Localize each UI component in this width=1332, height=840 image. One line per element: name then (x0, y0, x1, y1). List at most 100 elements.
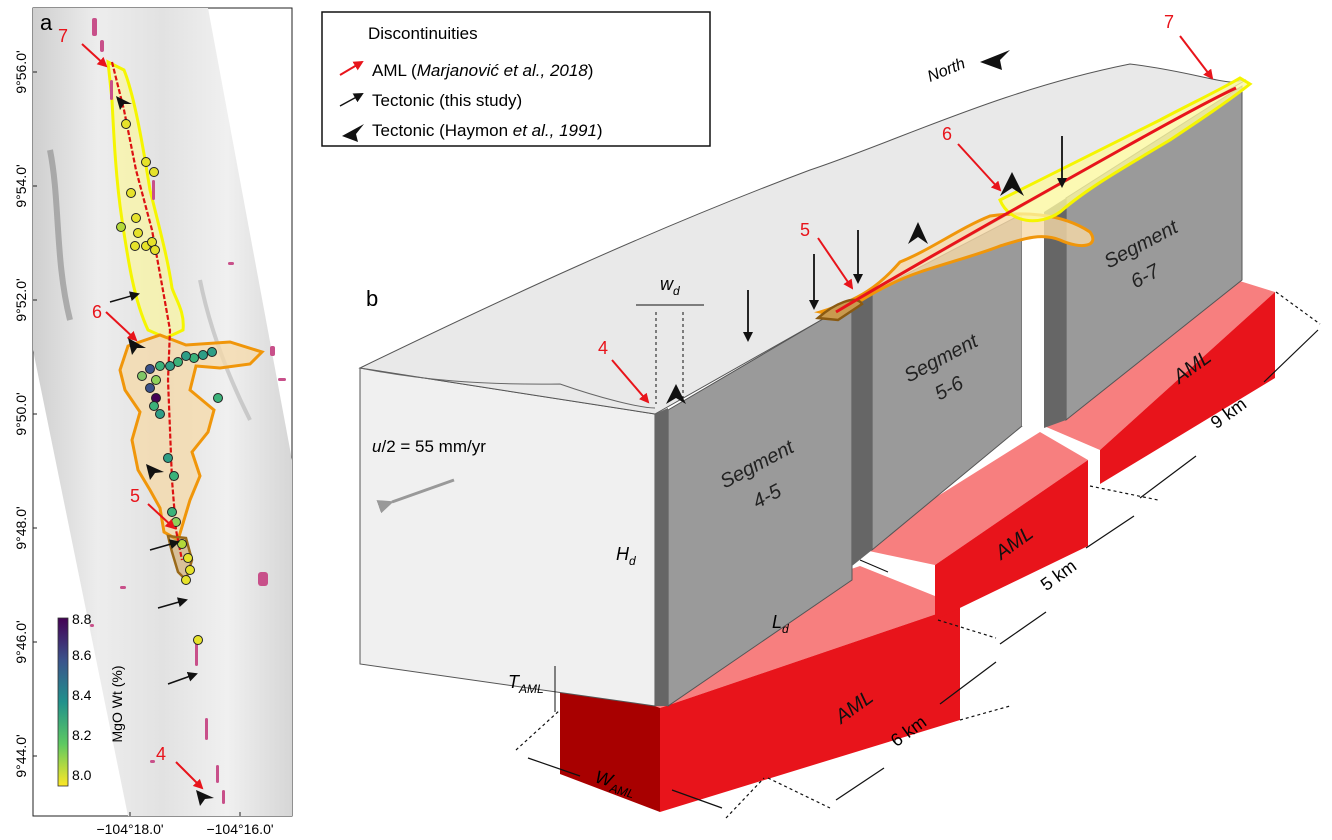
haymon-arrows-a (116, 96, 214, 806)
sample-point (149, 167, 159, 177)
dimension-lines (515, 291, 1321, 819)
black-arrow (109, 291, 140, 303)
colorbar-tick: 8.6 (72, 647, 92, 663)
discontinuity-arrows-b (611, 35, 1214, 404)
red-arrow (81, 43, 108, 68)
black-barb-icon (1000, 172, 1024, 196)
lat-tick: 9°46.0' (13, 620, 29, 663)
ld-leader (859, 559, 889, 573)
sample-point (145, 383, 155, 393)
black-barb-icon (196, 790, 214, 806)
colorbar-ticks: 8.8 8.6 8.4 8.2 8.0 (72, 611, 92, 783)
black-barb-icon (666, 384, 686, 404)
red-arrow (147, 503, 176, 530)
discontinuity-label: 4 (598, 338, 608, 358)
wall-edge (1044, 198, 1066, 428)
lon-tick: −104°18.0' (96, 821, 163, 837)
sample-point (155, 409, 165, 419)
sample-point (116, 222, 126, 232)
north-label: North (925, 55, 968, 85)
lat-tick: 9°44.0' (13, 734, 29, 777)
legend-barb-icon (342, 124, 364, 142)
black-barb-icon (116, 96, 132, 110)
sample-point (130, 241, 140, 251)
sample-point (121, 119, 131, 129)
north-arrow-icon (980, 50, 1010, 70)
wd-symbol: wd (660, 274, 680, 298)
sample-point (131, 213, 141, 223)
sample-point (151, 375, 161, 385)
lat-tick: 9°56.0' (13, 50, 29, 93)
lat-tick: 9°50.0' (13, 392, 29, 435)
sample-point (165, 361, 175, 371)
sample-point (185, 565, 195, 575)
panel-b: b North (358, 12, 1321, 819)
red-arrow (175, 761, 204, 790)
aml-trace (110, 61, 184, 561)
hd-symbol: Hd (616, 544, 636, 568)
sample-point (126, 188, 136, 198)
ld-symbol: Ld (772, 612, 789, 636)
wall-gap (1022, 212, 1044, 428)
discontinuity-label: 7 (58, 26, 68, 46)
colorbar-label: MgO Wt (%) (109, 666, 125, 743)
sample-point (177, 539, 187, 549)
wd-dimension (636, 304, 704, 404)
sample-point (145, 364, 155, 374)
sample-point (183, 553, 193, 563)
red-arrow (611, 359, 650, 404)
sample-point (173, 357, 183, 367)
sample-point (207, 347, 217, 357)
colorbar-tick: 8.2 (72, 727, 92, 743)
panel-a-label: a (40, 10, 53, 35)
legend-black-arrow-icon (339, 93, 364, 107)
sample-point (213, 393, 223, 403)
red-arrow (957, 143, 1002, 192)
red-arrow (817, 237, 854, 290)
aml-slab-top (1030, 278, 1275, 450)
legend-box (321, 11, 711, 147)
black-arrow (149, 539, 180, 551)
sample-point (169, 471, 179, 481)
black-barb-icon (908, 222, 928, 244)
aml-slab-side (935, 460, 1088, 620)
sample-point (198, 350, 208, 360)
discontinuity-label: 4 (156, 744, 166, 764)
tectonic-arrows-a (109, 291, 198, 685)
tectonic-arrows-b (743, 136, 1067, 342)
wall-edge (655, 408, 668, 706)
sample-point (171, 517, 181, 527)
red-arrow (105, 311, 138, 342)
mgo-samples (116, 119, 223, 645)
colorbar (57, 617, 69, 787)
discontinuity-label: 5 (800, 220, 810, 240)
lat-tick: 9°52.0' (13, 278, 29, 321)
aml-slab-side (1100, 292, 1275, 484)
aml-slab-front (560, 668, 660, 812)
discontinuity-label: 5 (130, 486, 140, 506)
lat-tick: 9°54.0' (13, 164, 29, 207)
block-top-surface (358, 63, 1247, 415)
sample-point (181, 575, 191, 585)
block-front-face (359, 367, 656, 707)
panel-b-label: b (366, 286, 378, 311)
lon-tick: −104°16.0' (206, 821, 273, 837)
legend-aml: AML (Marjanović et al., 2018) (372, 61, 593, 80)
black-barb-icon (146, 464, 164, 480)
sample-point (155, 361, 165, 371)
aml-trace-b (835, 86, 1237, 314)
sample-point (141, 157, 151, 167)
spreading-direction-arrow-icon (376, 478, 455, 514)
black-arrow (167, 671, 198, 685)
discontinuity-label: 6 (92, 302, 102, 322)
sample-point (150, 245, 160, 255)
lat-tick: 9°48.0' (13, 506, 29, 549)
taml-symbol: TAML (508, 672, 544, 696)
sample-point (181, 351, 191, 361)
latitude-ticks: 9°56.0' 9°54.0' 9°52.0' 9°50.0' 9°48.0' … (13, 50, 29, 777)
legend-tectonic-this: Tectonic (this study) (372, 91, 522, 110)
waml-symbol: WAML (592, 767, 639, 802)
haymon-arrows-b (666, 172, 1024, 404)
legend-title: Discontinuities (368, 24, 478, 43)
